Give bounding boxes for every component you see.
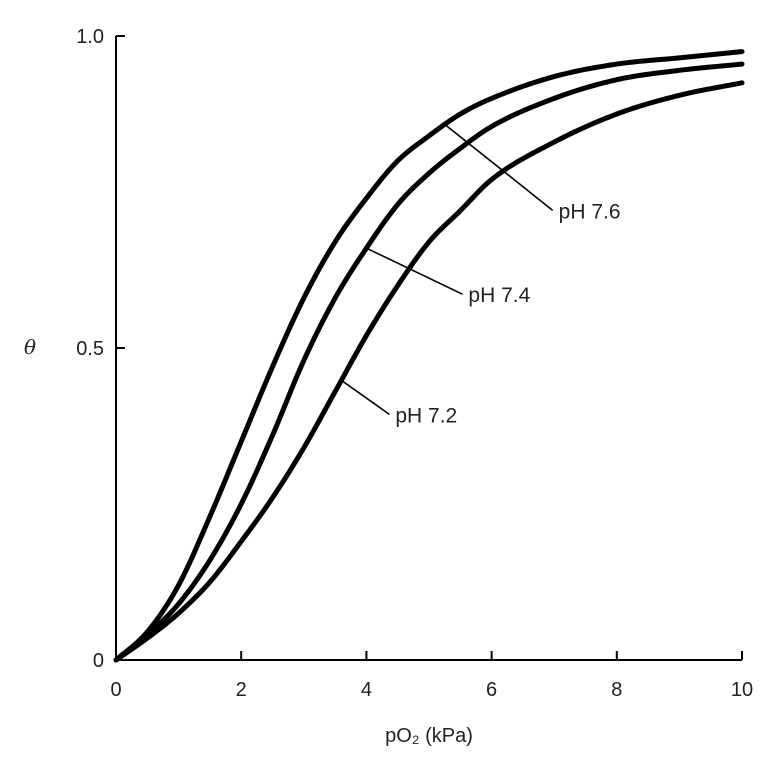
leader-line-ph-7-2 (340, 379, 390, 416)
y-tick-label: 0 (93, 650, 104, 672)
annotation-ph-7-6: pH 7.6 (559, 200, 621, 223)
x-tick-label: 0 (110, 679, 121, 701)
x-tick-label: 2 (236, 679, 247, 701)
y-axis-ticks: 0 0.5 1.0 (76, 26, 125, 672)
leader-line-ph-7-4 (366, 247, 463, 295)
annotation-ph-7-4: pH 7.4 (468, 284, 530, 307)
annotation-ph-7-2: pH 7.2 (395, 404, 457, 427)
series-curves (113, 49, 745, 663)
curve-ph-7-4 (113, 61, 745, 663)
y-axis-title: θ (24, 335, 36, 359)
curve-ph-7-2 (113, 80, 745, 663)
leader-line-ph-7-6 (444, 123, 554, 211)
plot-area: 0 2 4 6 8 10 0 0.5 1.0 pH 7.6 pH 7.4 pH 7.2 (76, 26, 753, 701)
curve-ph-7-6 (113, 49, 745, 663)
y-tick-label: 0.5 (76, 338, 104, 360)
x-tick-label: 10 (731, 679, 753, 701)
series-annotations: pH 7.6 pH 7.4 pH 7.2 (340, 123, 621, 427)
x-tick-label: 6 (486, 679, 497, 701)
x-tick-label: 4 (361, 679, 372, 701)
y-tick-label: 1.0 (76, 26, 104, 48)
x-axis-ticks: 0 2 4 6 8 10 (110, 651, 753, 701)
x-axis-title: pO₂ (kPa) (385, 725, 473, 747)
x-tick-label: 8 (611, 679, 622, 701)
